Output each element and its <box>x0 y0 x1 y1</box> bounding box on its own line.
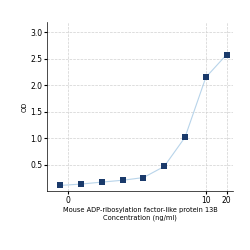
Point <box>204 75 208 79</box>
Point <box>183 135 187 139</box>
Y-axis label: OD: OD <box>22 102 28 112</box>
Point <box>100 180 104 184</box>
Point <box>120 178 124 182</box>
Point <box>162 164 166 168</box>
X-axis label: Mouse ADP-ribosylation factor-like protein 13B
Concentration (ng/ml): Mouse ADP-ribosylation factor-like prote… <box>63 207 218 221</box>
Point <box>79 182 83 186</box>
Point <box>225 52 229 56</box>
Point <box>142 176 146 180</box>
Point <box>58 184 62 188</box>
